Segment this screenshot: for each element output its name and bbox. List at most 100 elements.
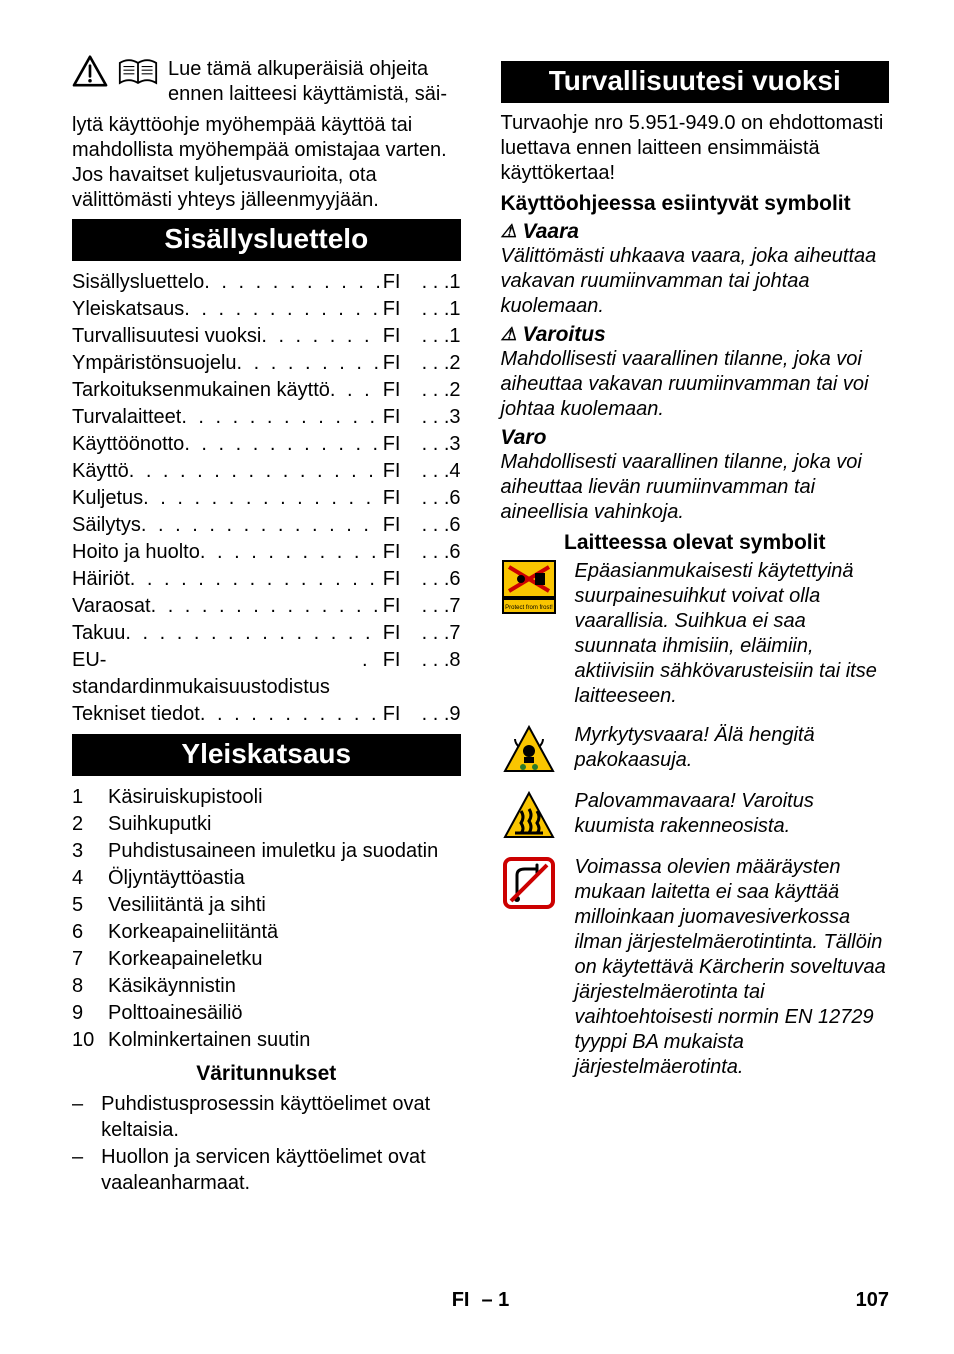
warning-title: ⚠ Varoitus	[501, 323, 890, 347]
toc-label: Häiriöt	[72, 566, 130, 593]
warning-triangle-icon	[72, 55, 108, 87]
device-symbol-row: Voimassa olevien määräysten mukaan laite…	[501, 855, 890, 1084]
toc-page: . . .1	[401, 323, 461, 350]
overview-item: 3 Puhdistusaineen imuletku ja suodatin	[72, 838, 461, 865]
toc-dots: . . . . . . . . . . . . . . . . . . . . …	[130, 566, 379, 593]
overview-item-number: 9	[72, 1000, 94, 1027]
device-symbol-row: Myrkytysvaara! Älä hengitä pakokaasuja.	[501, 723, 890, 779]
color-code-item: –Huollon ja servicen käyttöelimet ovat v…	[72, 1145, 461, 1196]
dash-icon: –	[72, 1145, 83, 1196]
toc-page: . . .1	[401, 269, 461, 296]
toc-page: . . .6	[401, 485, 461, 512]
toc-row: Turvalaitteet . . . . . . . . . . . . . …	[72, 404, 461, 431]
toc-row: Käyttö . . . . . . . . . . . . . . . . .…	[72, 458, 461, 485]
overview-item-number: 1	[72, 784, 94, 811]
toc-label: Hoito ja huolto	[72, 539, 200, 566]
toc-label: EU-standardinmukaisuustodistus	[72, 647, 362, 701]
overview-item-number: 8	[72, 973, 94, 1000]
toc-page: . . .7	[401, 593, 461, 620]
intro-line1: Lue tämä alkuperäisiä ohjeita	[168, 57, 447, 82]
page-footer: FI– 1 107	[72, 1289, 889, 1312]
overview-item: 9Polttoainesäiliö	[72, 1000, 461, 1027]
toc-code: FI	[379, 566, 401, 593]
toc-page: . . .9	[401, 701, 461, 728]
overview-item-label: Käsiruiskupistooli	[108, 784, 263, 811]
overview-heading: Yleiskatsaus	[72, 734, 461, 776]
toc-page: . . .7	[401, 620, 461, 647]
overview-item-number: 7	[72, 946, 94, 973]
left-column: Lue tämä alkuperäisiä ohjeita ennen lait…	[72, 55, 461, 1198]
toc-dots: . . . . . . . . . . . . . . . . . . . . …	[200, 701, 379, 728]
safety-intro: Turvaohje nro 5.951-949.0 on ehdottomast…	[501, 111, 890, 186]
toc-label: Käyttö	[72, 458, 129, 485]
toc-row: Yleiskatsaus . . . . . . . . . . . . . .…	[72, 296, 461, 323]
overview-item: 5Vesiliitäntä ja sihti	[72, 892, 461, 919]
color-code-item: –Puhdistusprosessin käyttöelimet ovat ke…	[72, 1092, 461, 1143]
device-symbol-row: Protect from frost! Epäasianmukaisesti kä…	[501, 559, 890, 713]
toc-page: . . .1	[401, 296, 461, 323]
toc-code: FI	[379, 539, 401, 566]
toc-heading: Sisällysluettelo	[72, 219, 461, 261]
toc-label: Turvalaitteet	[72, 404, 181, 431]
color-code-text: Huollon ja servicen käyttöelimet ovat va…	[101, 1145, 460, 1196]
toc-label: Ympäristönsuojelu	[72, 350, 237, 377]
warning-triangle-icon-small: ⚠	[501, 324, 517, 345]
overview-item-label: Korkeapaineliitäntä	[108, 919, 278, 946]
toc-code: FI	[379, 431, 401, 458]
manual-book-icon	[118, 57, 158, 87]
overview-item: 6Korkeapaineliitäntä	[72, 919, 461, 946]
caution-text: Mahdollisesti vaarallinen tilanne, joka …	[501, 450, 890, 525]
toc-dots: . . . . . . . . . . . . . . . . . . . . …	[143, 485, 379, 512]
overview-item: 7Korkeapaineletku	[72, 946, 461, 973]
table-of-contents: Sisällysluettelo . . . . . . . . . . . .…	[72, 269, 461, 728]
toc-dots: . . . . . . . . . . . . . . . . . . . . …	[330, 377, 379, 404]
toc-dots: . . . . . . . . . . . . . . . . . . . . …	[125, 620, 378, 647]
toc-code: FI	[379, 377, 401, 404]
device-symbol-text: Epäasianmukaisesti käytettyinä suurpaine…	[575, 559, 890, 709]
toc-code: FI	[379, 620, 401, 647]
toc-dots: . . . . . . . . . . . . . . . . . . . . …	[184, 296, 378, 323]
hot-icon	[501, 789, 557, 845]
toc-code: FI	[379, 350, 401, 377]
toc-page: . . .6	[401, 566, 461, 593]
toc-dots: . . . . . . . . . . . . . . . . . . . . …	[151, 593, 379, 620]
toc-row: Takuu . . . . . . . . . . . . . . . . . …	[72, 620, 461, 647]
toc-row: Hoito ja huolto . . . . . . . . . . . . …	[72, 539, 461, 566]
toc-dots: . . . . . . . . . . . . . . . . . . . . …	[200, 539, 379, 566]
toc-page: . . .2	[401, 377, 461, 404]
overview-item-number: 2	[72, 811, 94, 838]
toc-code: FI	[379, 701, 401, 728]
toc-row: Kuljetus . . . . . . . . . . . . . . . .…	[72, 485, 461, 512]
overview-item-label: Käsikäynnistin	[108, 973, 236, 1000]
overview-item-label: Kolminkertainen suutin	[108, 1027, 310, 1054]
danger-title: ⚠ Vaara	[501, 220, 890, 244]
toc-code: FI	[379, 269, 401, 296]
toc-label: Tekniset tiedot	[72, 701, 200, 728]
overview-item: 1 Käsiruiskupistooli	[72, 784, 461, 811]
overview-item-number: 4	[72, 865, 94, 892]
device-symbol-row: Palovammavaara! Varoitus kuumista rakenn…	[501, 789, 890, 845]
toc-dots: . . . . . . . . . . . . . . . . . . . . …	[362, 647, 379, 674]
toc-dots: . . . . . . . . . . . . . . . . . . . . …	[141, 512, 379, 539]
toc-row: Turvallisuutesi vuoksi . . . . . . . . .…	[72, 323, 461, 350]
footer-sep: – 1	[481, 1289, 509, 1311]
toc-row: Tekniset tiedot . . . . . . . . . . . . …	[72, 701, 461, 728]
overview-item-label: Puhdistusaineen imuletku ja suodatin	[108, 838, 438, 865]
toc-row: Varaosat . . . . . . . . . . . . . . . .…	[72, 593, 461, 620]
overview-item-label: Öljyntäyttöastia	[108, 865, 245, 892]
toc-label: Yleiskatsaus	[72, 296, 184, 323]
poison-icon	[501, 723, 557, 779]
overview-item: 8 Käsikäynnistin	[72, 973, 461, 1000]
svg-text:Protect from frost!: Protect from frost!	[505, 605, 553, 611]
toc-row: Häiriöt . . . . . . . . . . . . . . . . …	[72, 566, 461, 593]
toc-page: . . .3	[401, 404, 461, 431]
toc-row: Käyttöönotto . . . . . . . . . . . . . .…	[72, 431, 461, 458]
overview-item: 10Kolminkertainen suutin	[72, 1027, 461, 1054]
overview-item-number: 3	[72, 838, 94, 865]
color-code-text: Puhdistusprosessin käyttöelimet ovat kel…	[101, 1092, 460, 1143]
color-codes-list: –Puhdistusprosessin käyttöelimet ovat ke…	[72, 1092, 461, 1196]
color-codes-heading: Väritunnukset	[72, 1062, 461, 1086]
toc-label: Varaosat	[72, 593, 151, 620]
toc-row: EU-standardinmukaisuustodistus . . . . .…	[72, 647, 461, 701]
footer-page: 107	[856, 1289, 889, 1312]
